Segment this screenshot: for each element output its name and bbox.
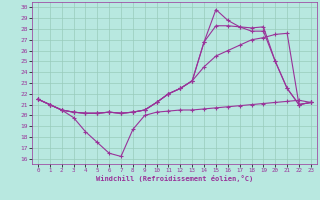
X-axis label: Windchill (Refroidissement éolien,°C): Windchill (Refroidissement éolien,°C) — [96, 175, 253, 182]
